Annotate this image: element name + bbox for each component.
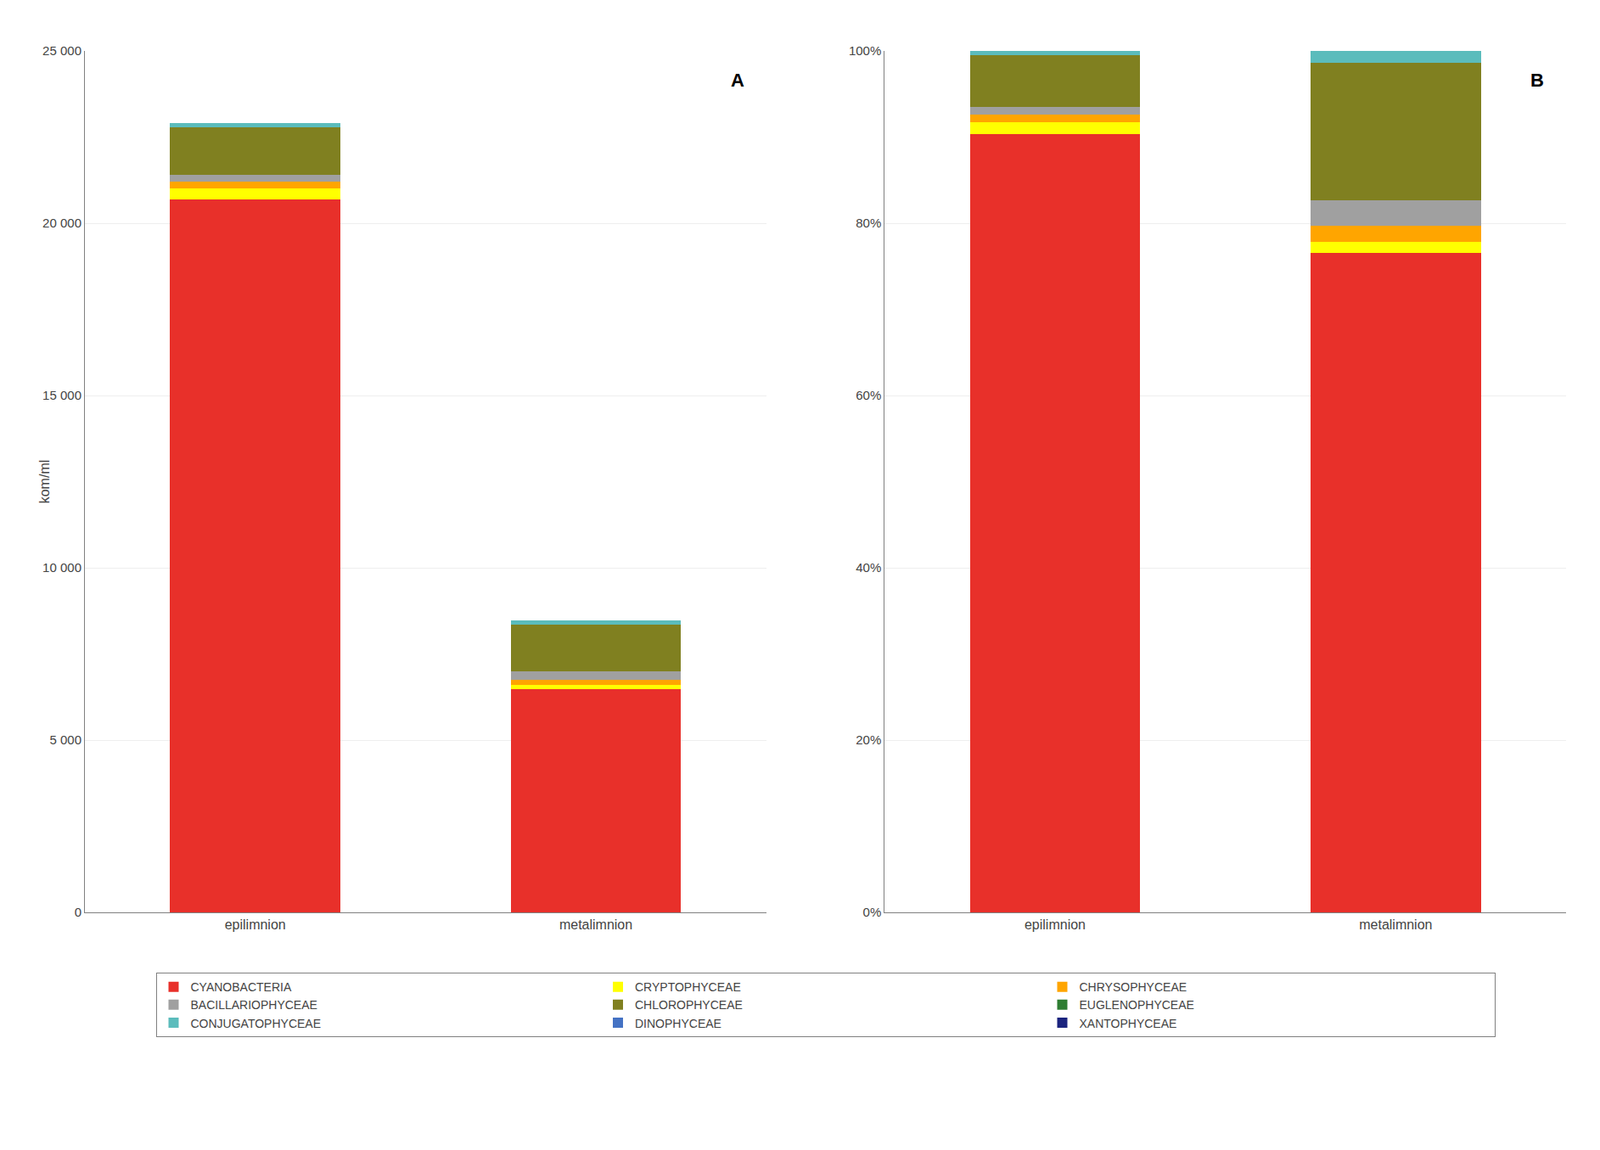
svg-text:20 000: 20 000 [42, 215, 82, 231]
svg-text:B: B [1530, 69, 1544, 91]
svg-text:40%: 40% [855, 560, 882, 575]
svg-text:CONJUGATOPHYCEAE: CONJUGATOPHYCEAE [190, 1016, 322, 1031]
svg-text:BACILLARIOPHYCEAE: BACILLARIOPHYCEAE [190, 998, 318, 1012]
svg-text:metalimnion: metalimnion [559, 917, 633, 932]
svg-text:100%: 100% [848, 43, 882, 58]
svg-text:80%: 80% [855, 215, 882, 231]
svg-text:25 000: 25 000 [42, 43, 82, 58]
svg-text:epilimnion: epilimnion [1024, 917, 1086, 932]
svg-text:epilimnion: epilimnion [224, 917, 287, 932]
svg-text:kom/ml: kom/ml [37, 460, 52, 505]
svg-text:CHLOROPHYCEAE: CHLOROPHYCEAE [634, 998, 743, 1012]
svg-text:10 000: 10 000 [42, 560, 82, 575]
svg-text:CHRYSOPHYCEAE: CHRYSOPHYCEAE [1079, 980, 1188, 994]
svg-text:0%: 0% [863, 904, 882, 920]
svg-text:15 000: 15 000 [42, 387, 82, 403]
svg-text:20%: 20% [855, 732, 882, 747]
svg-text:60%: 60% [855, 387, 882, 403]
svg-text:5 000: 5 000 [49, 732, 82, 747]
svg-text:metalimnion: metalimnion [1358, 917, 1432, 932]
svg-text:EUGLENOPHYCEAE: EUGLENOPHYCEAE [1079, 998, 1195, 1012]
svg-text:CYANOBACTERIA: CYANOBACTERIA [190, 980, 292, 994]
svg-text:A: A [730, 69, 745, 91]
svg-text:CRYPTOPHYCEAE: CRYPTOPHYCEAE [634, 980, 742, 994]
svg-text:DINOPHYCEAE: DINOPHYCEAE [634, 1016, 722, 1031]
svg-text:XANTOPHYCEAE: XANTOPHYCEAE [1079, 1016, 1178, 1031]
svg-text:0: 0 [74, 904, 82, 920]
